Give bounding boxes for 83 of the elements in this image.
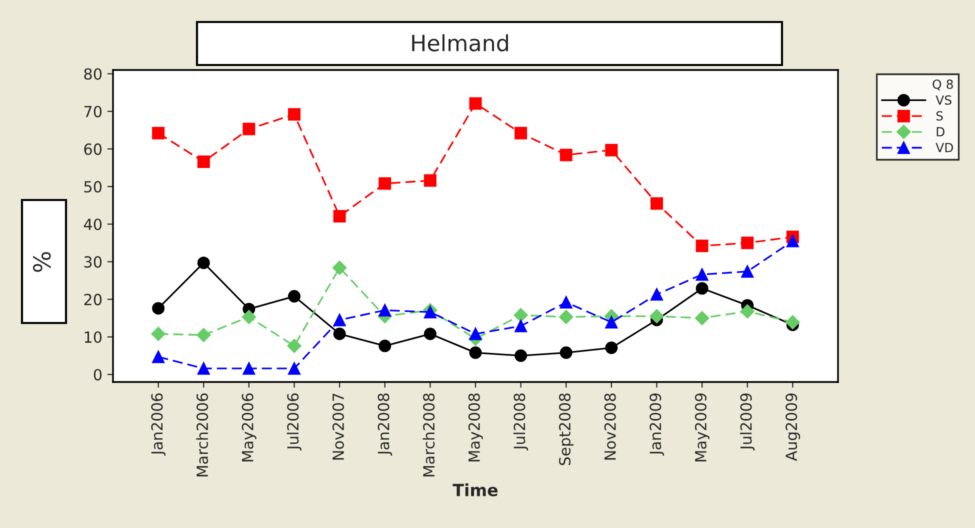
x-tick-label: Sept2008 bbox=[559, 393, 574, 466]
y-tick-label: 20 bbox=[84, 294, 102, 306]
point bbox=[560, 296, 572, 309]
point bbox=[469, 328, 482, 340]
point bbox=[242, 122, 256, 136]
point bbox=[242, 362, 256, 375]
y-tick-label: 30 bbox=[84, 256, 102, 268]
point bbox=[242, 310, 256, 324]
x-tick-label: Jul2006 bbox=[286, 393, 302, 451]
point bbox=[514, 126, 528, 140]
y-tick-label: 60 bbox=[84, 143, 102, 155]
x-tick-label: May2006 bbox=[242, 393, 256, 462]
y-tick-label: 10 bbox=[84, 331, 102, 343]
point bbox=[424, 174, 436, 187]
x-tick-label: March2008 bbox=[422, 393, 435, 476]
point bbox=[378, 340, 392, 352]
point bbox=[333, 328, 346, 340]
point bbox=[152, 350, 165, 364]
point bbox=[151, 326, 166, 341]
point bbox=[378, 177, 392, 190]
x-tick-label: Jan2006 bbox=[151, 393, 166, 456]
point bbox=[424, 328, 436, 340]
point bbox=[694, 311, 710, 326]
y-tick-label: 0 bbox=[94, 368, 102, 381]
point bbox=[741, 265, 754, 278]
point bbox=[786, 315, 800, 330]
point bbox=[288, 290, 300, 303]
x-tick-label: Jan2009 bbox=[650, 393, 664, 456]
point bbox=[197, 256, 210, 270]
point bbox=[650, 309, 664, 324]
point bbox=[740, 304, 754, 318]
point bbox=[196, 328, 211, 342]
point bbox=[560, 346, 572, 359]
point bbox=[741, 236, 754, 250]
point bbox=[559, 310, 574, 324]
point bbox=[605, 144, 618, 156]
legend-label: S bbox=[936, 111, 943, 121]
point bbox=[696, 268, 708, 281]
legend-label: VD bbox=[936, 143, 954, 152]
x-tick-label: Nov2007 bbox=[332, 394, 344, 460]
point bbox=[514, 308, 528, 322]
x-tick-label: Jan2008 bbox=[378, 393, 392, 456]
point bbox=[197, 362, 210, 375]
x-axis-title: Time bbox=[452, 483, 498, 496]
x-tick-label: Aug2009 bbox=[786, 393, 800, 462]
point bbox=[786, 234, 799, 248]
point bbox=[469, 97, 482, 110]
x-tick-label: Jul2009 bbox=[740, 393, 755, 451]
point bbox=[287, 338, 302, 353]
point bbox=[333, 210, 346, 222]
point bbox=[605, 342, 618, 354]
point bbox=[197, 155, 210, 168]
y-tick-label: 70 bbox=[84, 106, 102, 118]
point bbox=[514, 349, 528, 362]
x-tick-label: Jul2008 bbox=[513, 393, 528, 451]
x-tick-label: March2006 bbox=[196, 393, 208, 476]
point bbox=[378, 304, 392, 316]
x-tick-label: May2009 bbox=[694, 393, 710, 462]
chart-title: Helmand bbox=[412, 34, 508, 52]
point bbox=[605, 316, 618, 328]
point bbox=[152, 302, 165, 315]
point bbox=[333, 314, 346, 326]
point bbox=[650, 197, 663, 210]
x-tick-label: May2008 bbox=[468, 393, 483, 462]
point bbox=[288, 362, 300, 375]
point bbox=[469, 346, 482, 359]
point bbox=[696, 282, 708, 295]
legend-label: VS bbox=[936, 95, 952, 105]
legend-title: Q 8 bbox=[932, 79, 953, 90]
y-tick-label: 50 bbox=[84, 180, 102, 193]
point bbox=[514, 320, 528, 332]
point bbox=[424, 306, 436, 318]
point bbox=[288, 108, 300, 121]
legend-label: D bbox=[936, 127, 944, 136]
point bbox=[560, 148, 572, 162]
y-tick-label: 40 bbox=[84, 218, 102, 230]
point bbox=[650, 288, 663, 301]
y-tick-label: 80 bbox=[84, 68, 102, 80]
y-axis-title: % bbox=[32, 252, 51, 272]
x-tick-label: Nov2008 bbox=[604, 393, 616, 460]
point bbox=[152, 126, 165, 140]
point bbox=[332, 260, 347, 275]
point bbox=[696, 240, 708, 252]
